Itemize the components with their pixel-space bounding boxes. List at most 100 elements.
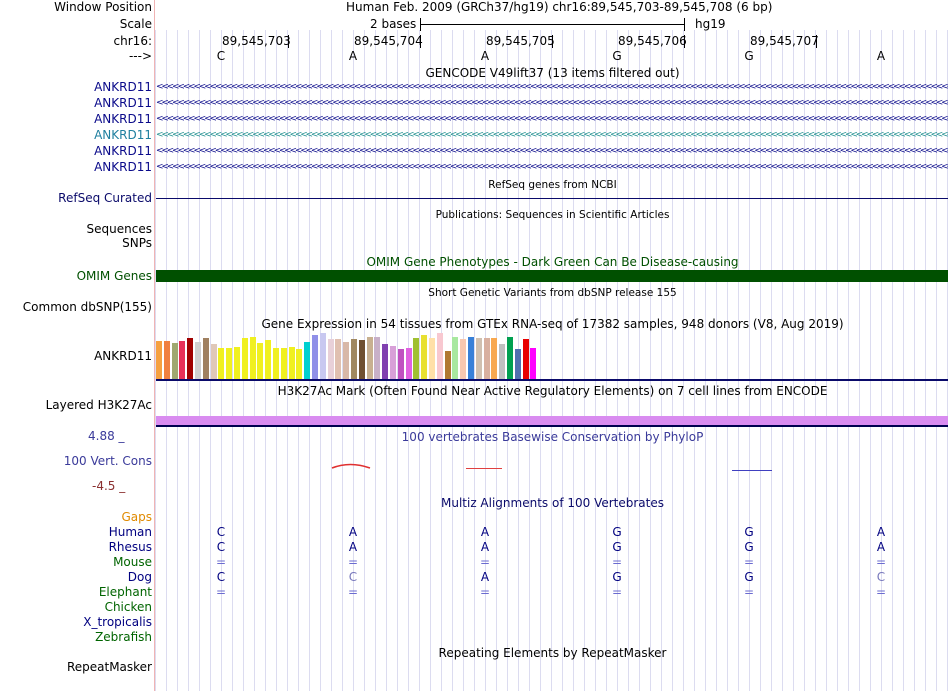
species-label-x-tropicalis[interactable]: X_tropicalis	[83, 615, 152, 629]
alignment-match: =	[347, 585, 359, 599]
h3k27ac-track-label[interactable]: Layered H3K27Ac	[45, 398, 152, 412]
gencode-transcript[interactable]: <<<<<<<<<<<<<<<<<<<<<<<<<<<<<<<<<<<<<<<<…	[156, 146, 948, 156]
gtex-tissue-bar[interactable]	[374, 337, 381, 379]
gencode-gene-label[interactable]: ANKRD11	[94, 128, 152, 142]
species-label-human[interactable]: Human	[108, 525, 152, 539]
gtex-tissue-bar[interactable]	[195, 342, 201, 379]
gencode-gene-label[interactable]: ANKRD11	[94, 80, 152, 94]
dbsnp-track-label[interactable]: Common dbSNP(155)	[22, 300, 152, 314]
gtex-tissue-bar[interactable]	[358, 340, 365, 379]
gtex-tissue-bar[interactable]	[273, 348, 279, 379]
gtex-tissue-bar[interactable]	[171, 343, 178, 379]
repeatmasker-track-label[interactable]: RepeatMasker	[66, 660, 152, 674]
gtex-gene-label[interactable]: ANKRD11	[94, 349, 152, 363]
species-label-rhesus[interactable]: Rhesus	[108, 540, 152, 554]
refseq-gene-line[interactable]	[156, 198, 948, 199]
gencode-transcript[interactable]: <<<<<<<<<<<<<<<<<<<<<<<<<<<<<<<<<<<<<<<<…	[156, 162, 948, 172]
gtex-tissue-bar[interactable]	[436, 333, 443, 379]
gtex-tissue-bar[interactable]	[499, 344, 506, 379]
gtex-tissue-bar[interactable]	[390, 346, 396, 379]
gtex-tissue-bar[interactable]	[210, 344, 217, 379]
refseq-track-title: RefSeq genes from NCBI	[488, 179, 617, 191]
alignment-match: =	[875, 585, 887, 599]
gtex-tissue-bar[interactable]	[405, 348, 412, 379]
gtex-tissue-bar[interactable]	[319, 333, 326, 379]
omim-feature-bar[interactable]	[156, 270, 948, 282]
gtex-tissue-bar[interactable]	[429, 338, 435, 379]
gencode-transcript[interactable]: <<<<<<<<<<<<<<<<<<<<<<<<<<<<<<<<<<<<<<<<…	[156, 114, 948, 124]
gtex-tissue-bar[interactable]	[156, 341, 162, 379]
species-label-elephant[interactable]: Elephant	[98, 585, 152, 599]
species-label-mouse[interactable]: Mouse	[113, 555, 152, 569]
gtex-tissue-bar[interactable]	[249, 337, 256, 379]
refseq-track-label[interactable]: RefSeq Curated	[58, 191, 152, 205]
gtex-tissue-bar[interactable]	[327, 339, 334, 379]
gtex-expression-bars[interactable]	[156, 332, 948, 379]
alignment-match: =	[215, 555, 227, 569]
h3k27ac-signal[interactable]	[156, 416, 948, 425]
gtex-tissue-bar[interactable]	[491, 338, 498, 379]
position-tick	[288, 35, 289, 48]
gtex-tissue-bar[interactable]	[226, 348, 233, 379]
phylop-track-label[interactable]: 100 Vert. Cons	[63, 454, 152, 468]
gencode-transcript[interactable]: <<<<<<<<<<<<<<<<<<<<<<<<<<<<<<<<<<<<<<<<…	[156, 130, 948, 140]
gtex-tissue-bar[interactable]	[280, 348, 287, 379]
species-label-zebrafish[interactable]: Zebrafish	[95, 630, 152, 644]
gtex-tissue-bar[interactable]	[265, 340, 272, 379]
multiz-gaps-label[interactable]: Gaps	[121, 510, 152, 524]
gtex-tissue-bar[interactable]	[382, 344, 389, 379]
gtex-tissue-bar[interactable]	[468, 337, 474, 379]
gencode-gene-label[interactable]: ANKRD11	[94, 96, 152, 110]
gencode-gene-label[interactable]: ANKRD11	[94, 144, 152, 158]
gtex-tissue-bar[interactable]	[304, 342, 311, 379]
gtex-tissue-bar[interactable]	[366, 337, 373, 379]
gencode-transcript[interactable]: <<<<<<<<<<<<<<<<<<<<<<<<<<<<<<<<<<<<<<<<…	[156, 82, 948, 92]
reference-base: G	[612, 49, 622, 63]
gtex-baseline	[156, 379, 948, 381]
gtex-tissue-bar[interactable]	[507, 337, 513, 379]
gencode-gene-label[interactable]: ANKRD11	[94, 112, 152, 126]
gtex-tissue-bar[interactable]	[475, 338, 482, 379]
gtex-tissue-bar[interactable]	[522, 339, 529, 379]
gtex-tissue-bar[interactable]	[312, 335, 318, 379]
gtex-tissue-bar[interactable]	[234, 347, 240, 379]
gencode-gene-label[interactable]: ANKRD11	[94, 160, 152, 174]
gtex-tissue-bar[interactable]	[187, 338, 194, 379]
species-label-chicken[interactable]: Chicken	[104, 600, 152, 614]
gtex-tissue-bar[interactable]	[351, 339, 357, 379]
gtex-tissue-bar[interactable]	[288, 347, 295, 379]
gtex-tissue-bar[interactable]	[257, 343, 264, 379]
alignment-base: A	[480, 570, 490, 584]
gtex-tissue-bar[interactable]	[460, 339, 467, 379]
omim-track-label[interactable]: OMIM Genes	[76, 269, 152, 283]
position-tick-label: 89,545,706	[618, 34, 687, 48]
gtex-tissue-bar[interactable]	[397, 349, 404, 379]
publications-track-label[interactable]: Sequences	[86, 222, 152, 236]
gtex-tissue-bar[interactable]	[163, 341, 170, 379]
gtex-tissue-bar[interactable]	[241, 338, 248, 379]
publications-track-title: Publications: Sequences in Scientific Ar…	[435, 209, 670, 221]
gtex-tissue-bar[interactable]	[202, 338, 209, 379]
reference-base: A	[480, 49, 490, 63]
gtex-tissue-bar[interactable]	[530, 348, 537, 379]
gtex-tissue-bar[interactable]	[335, 339, 342, 379]
strand-label: --->	[128, 49, 152, 63]
gtex-tissue-bar[interactable]	[452, 337, 459, 379]
gtex-tissue-bar[interactable]	[514, 349, 521, 379]
gtex-tissue-bar[interactable]	[179, 341, 186, 379]
phylop-signal[interactable]	[156, 430, 948, 490]
alignment-base: A	[348, 540, 358, 554]
species-label-dog[interactable]: Dog	[127, 570, 152, 584]
gencode-transcript[interactable]: <<<<<<<<<<<<<<<<<<<<<<<<<<<<<<<<<<<<<<<<…	[156, 98, 948, 108]
gtex-tissue-bar[interactable]	[413, 338, 420, 379]
snps-track-label[interactable]: SNPs	[122, 236, 152, 250]
gtex-tissue-bar[interactable]	[483, 338, 490, 379]
gtex-tissue-bar[interactable]	[444, 351, 451, 379]
gtex-tissue-bar[interactable]	[343, 342, 350, 379]
gtex-tissue-bar[interactable]	[421, 335, 428, 379]
gtex-tissue-bar[interactable]	[296, 349, 303, 379]
gtex-tissue-bar[interactable]	[218, 348, 225, 379]
position-tick	[684, 35, 685, 48]
alignment-base: C	[216, 570, 226, 584]
